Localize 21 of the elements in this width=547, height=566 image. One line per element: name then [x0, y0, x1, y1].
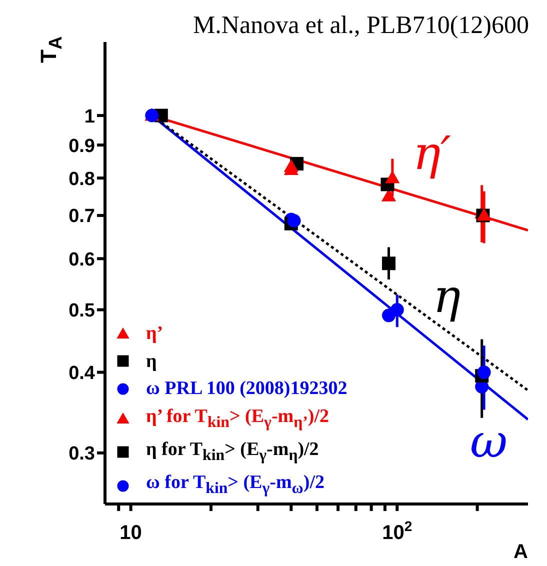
- x-tick-label: 10: [120, 522, 142, 544]
- y-tick-label: 0.8: [68, 168, 95, 190]
- chart-title: M.Nanova et al., PLB710(12)600: [192, 12, 529, 40]
- y-tick-label: 0.6: [68, 249, 95, 270]
- legend-label: ω for T$_{kin}$> (E$_{γ}$-m$_{ω}$)/2: [146, 471, 324, 499]
- y-tick-label: 0.3: [68, 444, 95, 465]
- legend-label: ω PRL 100 (2008)192302: [146, 377, 348, 401]
- y-tick-label: 0.4: [68, 363, 96, 384]
- y-tick-label: 0.9: [68, 136, 95, 157]
- annotation: η: [433, 269, 461, 323]
- x-tick-label: 10$^{2}$: [382, 518, 412, 544]
- x-axis-title: A: [514, 541, 528, 563]
- legend-label: η for T$_{kin}$> (E$_{γ}$-m$_{η}$)/2: [146, 438, 319, 466]
- legend-label: η’: [146, 322, 164, 346]
- y-tick-label: 0.7: [68, 206, 95, 228]
- legend-label: η: [146, 350, 157, 374]
- annotation: ω: [470, 414, 508, 468]
- legend-label: η’ for T$_{kin}$> (E$_{γ}$-m$_{η’}$)/2: [146, 404, 329, 432]
- y-tick-label: 1: [84, 106, 96, 128]
- annotation: η′: [413, 126, 452, 180]
- y-tick-label: 0.5: [68, 300, 96, 322]
